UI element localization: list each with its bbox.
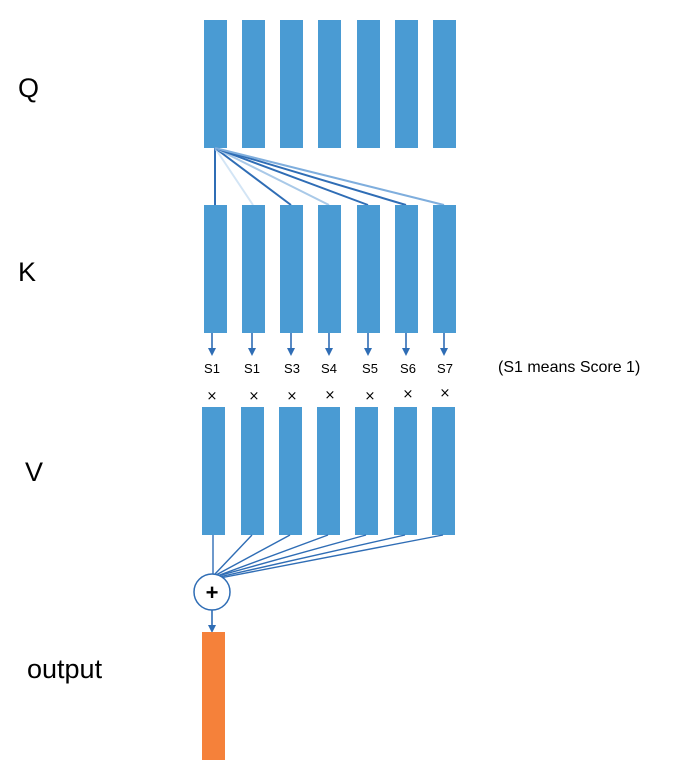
q-to-k-connections xyxy=(214,147,445,206)
v-vector-7 xyxy=(432,407,455,535)
q-vector-6 xyxy=(395,20,418,148)
score-labels: S1 S1 S3 S4 S5 S6 S7 xyxy=(204,361,453,376)
q-vectors xyxy=(204,20,456,148)
score-label-5: S5 xyxy=(362,361,378,376)
q-vector-5 xyxy=(357,20,380,148)
v-vector-5 xyxy=(355,407,378,535)
multiply-sign-5: × xyxy=(365,389,376,404)
output-vector xyxy=(202,632,225,760)
v2-sum-line xyxy=(214,534,253,575)
k-vector-2 xyxy=(242,205,265,333)
k-vectors xyxy=(204,205,456,333)
q1-k6-line xyxy=(214,147,407,206)
multiply-sign-6: × xyxy=(403,387,414,402)
score-label-7: S7 xyxy=(437,361,453,376)
q1-k2-line xyxy=(214,147,254,206)
score-label-4: S4 xyxy=(321,361,337,376)
k-to-score-arrows xyxy=(208,333,448,356)
v-label: V xyxy=(25,457,43,487)
k-vector-5 xyxy=(357,205,380,333)
v6-sum-line xyxy=(218,534,406,578)
v-vector-2 xyxy=(241,407,264,535)
v3-sum-line xyxy=(215,534,291,576)
q-vector-1 xyxy=(204,20,227,148)
v4-sum-line xyxy=(216,534,329,577)
multiply-sign-7: × xyxy=(440,386,451,401)
k-vector-1 xyxy=(204,205,227,333)
k-vector-6 xyxy=(395,205,418,333)
multiply-sign-3: × xyxy=(287,389,298,404)
q-vector-2 xyxy=(242,20,265,148)
score-label-2: S1 xyxy=(244,361,260,376)
k-label: K xyxy=(18,257,36,287)
q-vector-7 xyxy=(433,20,456,148)
score-label-1: S1 xyxy=(204,361,220,376)
q1-k3-line xyxy=(214,147,292,206)
v-vectors xyxy=(202,407,455,535)
v-vector-4 xyxy=(317,407,340,535)
score-note: (S1 means Score 1) xyxy=(498,359,640,376)
v5-sum-line xyxy=(217,534,367,577)
score-label-3: S3 xyxy=(284,361,300,376)
multiply-signs: × × × × × × × xyxy=(207,386,451,404)
q-label: Q xyxy=(18,73,39,103)
multiply-sign-2: × xyxy=(249,389,260,404)
score-label-6: S6 xyxy=(400,361,416,376)
plus-sign: + xyxy=(206,580,219,605)
q1-k4-line xyxy=(214,147,330,206)
v-vector-1 xyxy=(202,407,225,535)
k-vector-3 xyxy=(280,205,303,333)
output-label: output xyxy=(27,654,103,684)
q1-k5-line xyxy=(214,147,369,206)
v-to-sum-connections xyxy=(212,534,444,579)
multiply-sign-4: × xyxy=(325,388,336,403)
k-vector-4 xyxy=(318,205,341,333)
v-vector-3 xyxy=(279,407,302,535)
q-vector-4 xyxy=(318,20,341,148)
v-vector-6 xyxy=(394,407,417,535)
k-vector-7 xyxy=(433,205,456,333)
multiply-sign-1: × xyxy=(207,389,218,404)
q1-k7-line xyxy=(214,147,445,206)
q-vector-3 xyxy=(280,20,303,148)
sum-node: + xyxy=(193,573,231,611)
v7-sum-line xyxy=(219,534,444,579)
